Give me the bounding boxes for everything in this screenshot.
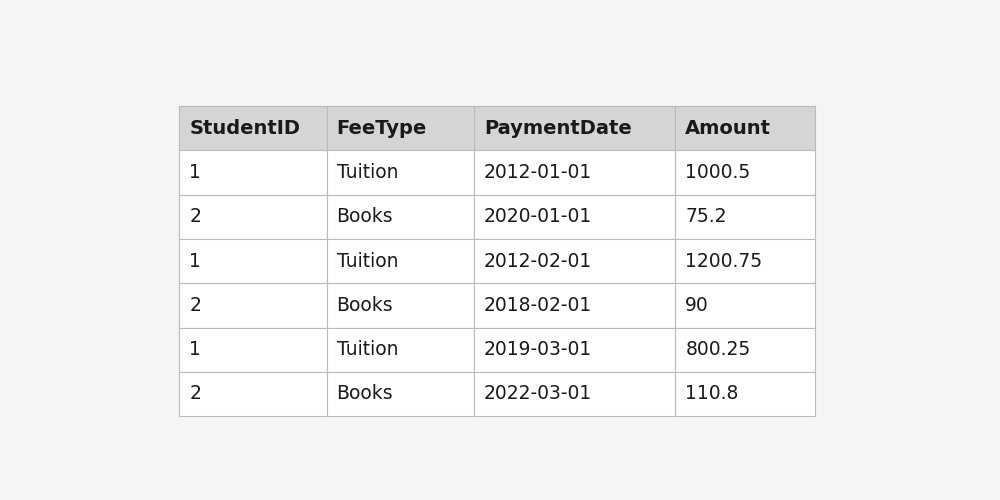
Text: PaymentDate: PaymentDate [484,119,632,138]
Text: 1: 1 [189,340,201,359]
Bar [179,194,326,239]
Bar [675,372,815,416]
Text: Tuition: Tuition [337,340,398,359]
Bar [179,328,326,372]
Text: 2: 2 [189,296,201,315]
Bar [179,106,326,150]
Bar [474,106,675,150]
Bar [179,150,326,194]
Text: 1200.75: 1200.75 [685,252,762,270]
Bar [675,106,815,150]
Text: 1: 1 [189,252,201,270]
Bar [474,194,675,239]
Text: 90: 90 [685,296,709,315]
Bar [179,284,326,328]
Text: Amount: Amount [685,119,771,138]
Text: 2019-03-01: 2019-03-01 [484,340,592,359]
Text: Books: Books [337,384,393,404]
Bar [326,150,474,194]
Bar [474,372,675,416]
Bar [675,284,815,328]
Bar [675,150,815,194]
Text: Tuition: Tuition [337,163,398,182]
Text: StudentID: StudentID [189,119,300,138]
Text: 75.2: 75.2 [685,208,727,227]
Bar [326,194,474,239]
Bar [326,106,474,150]
Text: 1000.5: 1000.5 [685,163,751,182]
Bar [675,194,815,239]
Bar [474,150,675,194]
Bar [474,328,675,372]
Text: 2020-01-01: 2020-01-01 [484,208,592,227]
Bar [179,372,326,416]
Text: 1: 1 [189,163,201,182]
Text: FeeType: FeeType [337,119,427,138]
Text: 2012-02-01: 2012-02-01 [484,252,592,270]
Bar [326,328,474,372]
Text: 2018-02-01: 2018-02-01 [484,296,592,315]
Text: 2022-03-01: 2022-03-01 [484,384,592,404]
Text: 2: 2 [189,384,201,404]
Text: 2: 2 [189,208,201,227]
Bar [675,328,815,372]
Text: Books: Books [337,208,393,227]
Bar [326,284,474,328]
Bar [675,239,815,284]
Text: Tuition: Tuition [337,252,398,270]
Text: 800.25: 800.25 [685,340,751,359]
Bar [179,239,326,284]
Text: 110.8: 110.8 [685,384,739,404]
Bar [326,372,474,416]
Bar [474,239,675,284]
Text: 2012-01-01: 2012-01-01 [484,163,592,182]
Bar [474,284,675,328]
Text: Books: Books [337,296,393,315]
Bar [326,239,474,284]
